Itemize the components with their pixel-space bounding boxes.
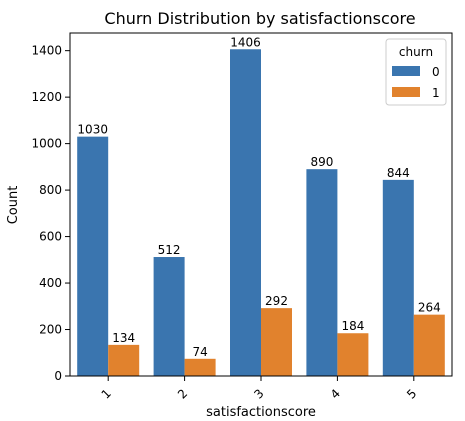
legend-label-1: 1 — [432, 86, 440, 100]
y-tick-label: 0 — [54, 369, 62, 383]
data-label-series-0-cat-3: 1406 — [230, 35, 261, 49]
data-label-series-1-cat-1: 134 — [112, 331, 135, 345]
y-tick-label: 1000 — [31, 137, 62, 151]
bar-series-1-cat-2 — [184, 358, 216, 376]
data-label-series-1-cat-4: 184 — [341, 319, 364, 333]
bar-series-1-cat-4 — [337, 333, 369, 376]
legend-label-0: 0 — [432, 65, 440, 79]
y-axis-label: Count — [6, 186, 21, 225]
y-tick-label: 600 — [39, 230, 62, 244]
y-tick-label: 1400 — [31, 44, 62, 58]
bar-series-0-cat-1 — [77, 136, 109, 376]
legend: churn 0 1 — [385, 38, 447, 106]
x-axis-label: satisfactionscore — [206, 405, 316, 420]
x-tick-label: 3 — [251, 386, 266, 401]
bar-series-0-cat-2 — [153, 257, 185, 376]
x-tick-label: 2 — [175, 386, 190, 401]
y-tick-label: 1200 — [31, 90, 62, 104]
x-tick-label: 1 — [99, 386, 114, 401]
y-tick-label: 800 — [39, 183, 62, 197]
legend-swatch-1 — [392, 87, 420, 97]
plot-area: 1030 134 512 74 1406 292 890 184 844 264 — [77, 35, 445, 376]
bar-series-0-cat-4 — [306, 169, 338, 376]
data-label-series-0-cat-4: 890 — [310, 155, 333, 169]
bar-series-0-cat-3 — [230, 49, 261, 376]
bar-series-1-cat-1 — [108, 344, 140, 376]
y-tick-label: 200 — [39, 323, 62, 337]
legend-title: churn — [399, 45, 433, 59]
data-label-series-1-cat-2: 74 — [192, 345, 207, 359]
y-tick-label: 400 — [39, 276, 62, 290]
legend-swatch-0 — [392, 66, 420, 76]
y-axis: 0 200 400 600 800 1000 1200 1400 — [31, 44, 70, 383]
bar-series-1-cat-3 — [261, 308, 292, 376]
data-label-series-1-cat-5: 264 — [418, 301, 441, 315]
bar-series-0-cat-5 — [382, 179, 414, 376]
x-tick-label: 5 — [404, 386, 419, 401]
data-label-series-0-cat-1: 1030 — [77, 123, 108, 137]
data-label-series-0-cat-2: 512 — [158, 243, 181, 257]
bar-series-1-cat-5 — [413, 314, 445, 376]
chart-title: Churn Distribution by satisfactionscore — [104, 9, 415, 28]
x-tick-label: 4 — [328, 386, 343, 401]
data-label-series-0-cat-5: 844 — [387, 166, 410, 180]
x-axis: 1 2 3 4 5 — [99, 376, 419, 402]
data-label-series-1-cat-3: 292 — [265, 294, 288, 308]
